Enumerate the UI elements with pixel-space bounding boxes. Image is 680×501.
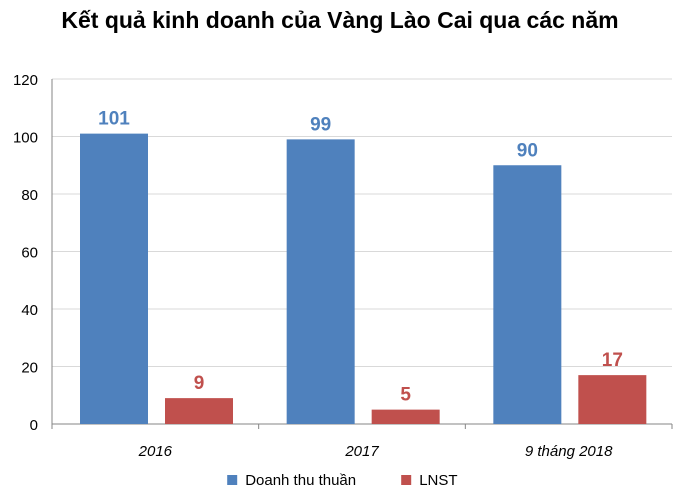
- chart-title: Kết quả kinh doanh của Vàng Lào Cai qua …: [61, 7, 619, 33]
- y-tick-label: 20: [21, 360, 38, 377]
- y-tick-label: 120: [13, 72, 38, 89]
- legend-swatch: [401, 475, 412, 485]
- legend-swatch: [227, 475, 238, 485]
- data-label: 90: [517, 140, 538, 161]
- data-label: 5: [400, 385, 411, 406]
- bar: [371, 409, 440, 424]
- y-tick-label: 0: [30, 417, 38, 434]
- x-tick-label: 2017: [344, 443, 379, 460]
- x-tick-label: 2016: [138, 443, 173, 460]
- bar: [165, 398, 233, 424]
- data-label: 99: [310, 114, 331, 135]
- y-tick-label: 40: [21, 302, 38, 319]
- bar: [493, 165, 562, 424]
- y-tick-label: 60: [21, 245, 38, 262]
- data-label: 101: [98, 109, 130, 130]
- bar: [80, 133, 148, 424]
- y-tick-label: 100: [13, 130, 38, 147]
- legend-label: Doanh thu thuần: [245, 472, 356, 489]
- y-tick-label: 80: [21, 187, 38, 204]
- bar: [578, 375, 647, 424]
- x-tick-label: 9 tháng 2018: [525, 443, 613, 460]
- data-label: 17: [602, 350, 623, 371]
- data-label: 9: [194, 373, 205, 394]
- bar: [286, 139, 355, 424]
- legend-label: LNST: [419, 472, 457, 489]
